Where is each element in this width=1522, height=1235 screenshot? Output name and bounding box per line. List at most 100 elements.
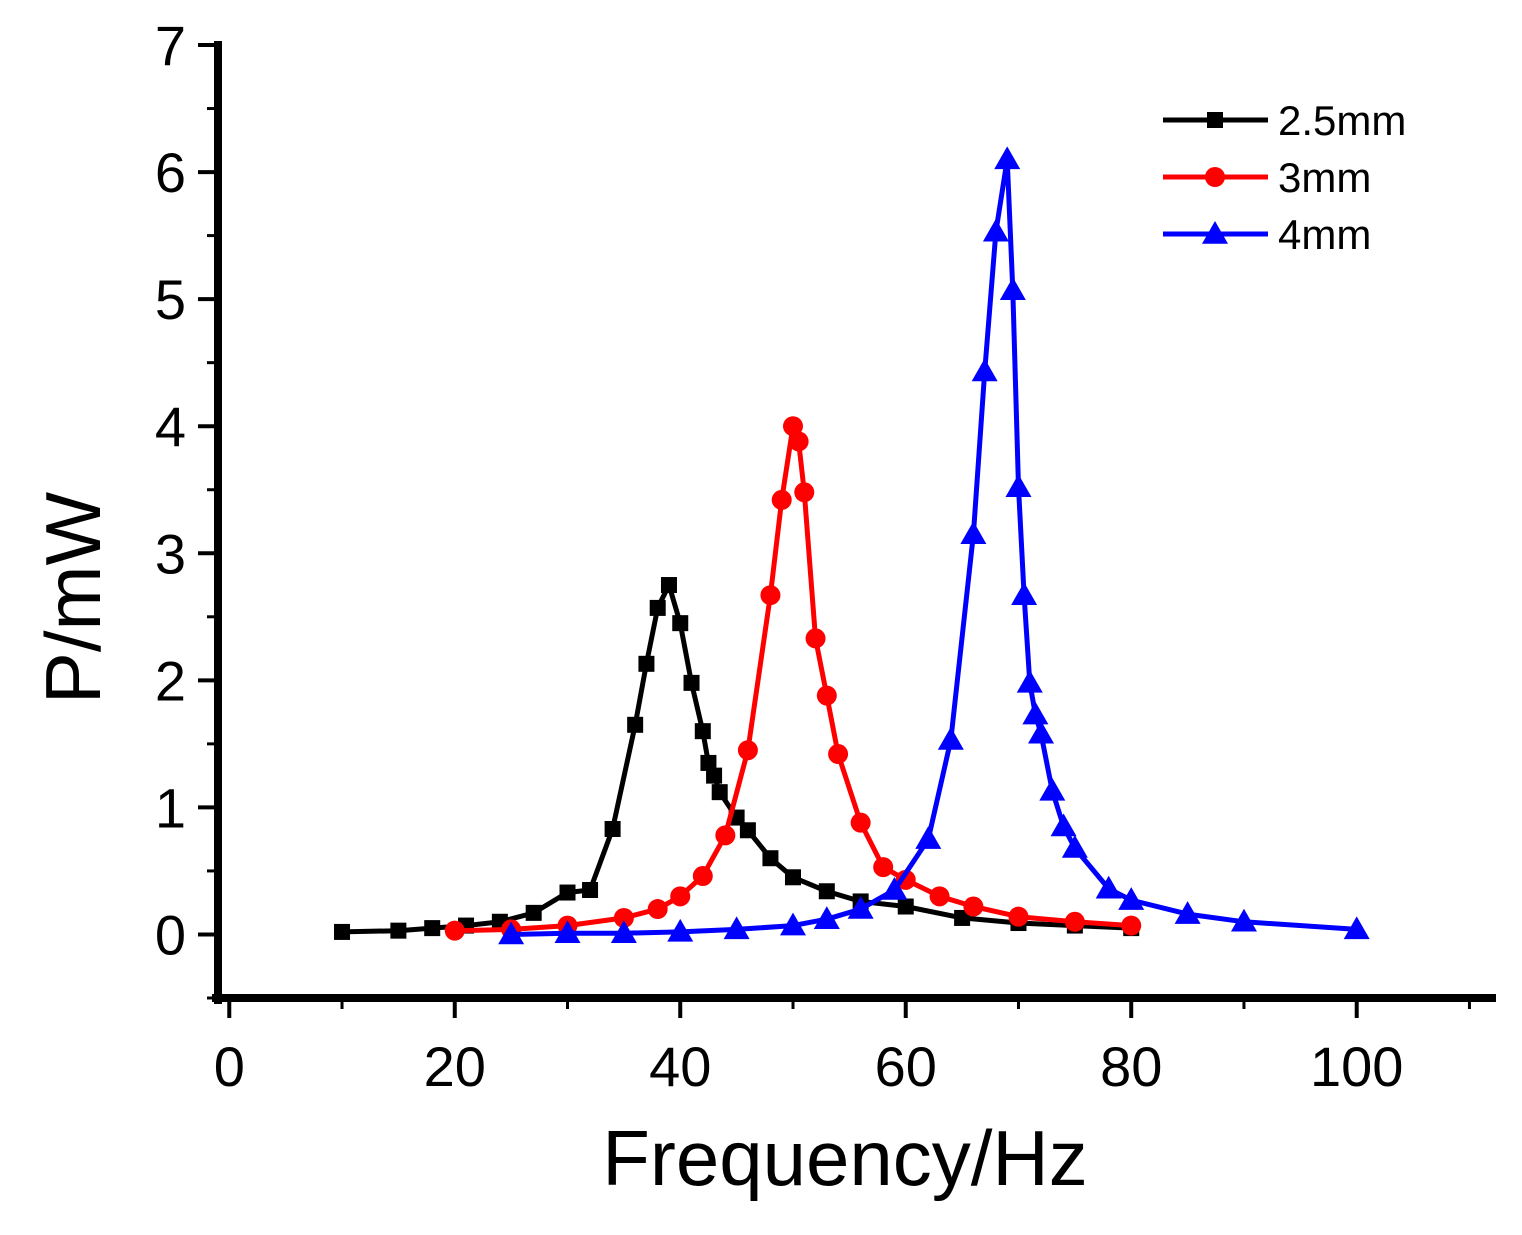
- y-tick-label: 3: [155, 522, 186, 585]
- data-point: [828, 744, 849, 765]
- data-point: [692, 866, 713, 887]
- x-tick-label: 20: [424, 1035, 486, 1098]
- x-axis-title: Frequency/Hz: [602, 1114, 1088, 1202]
- axes: [212, 41, 1496, 1004]
- data-point: [1230, 908, 1257, 932]
- data-point: [915, 826, 942, 849]
- data-point: [525, 904, 542, 921]
- data-point: [847, 896, 874, 919]
- data-point: [982, 218, 1009, 242]
- data-point: [706, 767, 723, 784]
- series-line: [341, 582, 1132, 935]
- data-point: [660, 577, 677, 594]
- data-point: [1005, 474, 1032, 497]
- data-point: [604, 821, 621, 838]
- series-2.5mm: [334, 577, 1140, 940]
- y-tick-label: 5: [155, 268, 186, 331]
- data-point: [1039, 777, 1066, 801]
- data-point: [700, 754, 717, 771]
- data-point: [1095, 875, 1122, 899]
- series-3mm: [444, 416, 1142, 941]
- data-point: [762, 850, 779, 867]
- series-line: [511, 156, 1357, 937]
- data-point: [994, 146, 1021, 170]
- data-point: [390, 922, 407, 939]
- legend-label: 3mm: [1278, 154, 1371, 201]
- data-point: [788, 431, 809, 452]
- legend-marker: [1207, 112, 1223, 128]
- data-point: [649, 599, 666, 616]
- data-point: [816, 685, 837, 706]
- y-tick-label: 1: [155, 776, 186, 839]
- data-series: [334, 146, 1370, 945]
- x-tick-label: 80: [1100, 1035, 1162, 1098]
- data-point: [627, 716, 644, 733]
- x-tick-label: 0: [214, 1035, 245, 1098]
- data-point: [1174, 901, 1201, 924]
- y-tick-label: 6: [155, 141, 186, 204]
- data-point: [813, 906, 840, 929]
- legend-entry: 2.5mm: [1163, 97, 1406, 144]
- data-point: [760, 585, 781, 606]
- legend-marker: [1202, 221, 1228, 244]
- data-point: [683, 674, 700, 691]
- data-point: [672, 615, 689, 632]
- data-point: [424, 920, 441, 937]
- data-point: [613, 907, 634, 928]
- data-point: [971, 358, 998, 382]
- x-tick-label: 60: [875, 1035, 937, 1098]
- data-point: [582, 881, 599, 898]
- data-point: [498, 921, 525, 945]
- data-point: [1118, 887, 1145, 910]
- data-point: [782, 416, 803, 437]
- data-point: [818, 883, 835, 900]
- y-tick-label: 4: [155, 395, 186, 458]
- data-point: [554, 920, 581, 943]
- data-point: [723, 916, 750, 940]
- data-point: [1064, 911, 1085, 932]
- data-point: [559, 884, 576, 901]
- data-point: [610, 920, 637, 943]
- data-point: [954, 909, 971, 926]
- data-point: [784, 869, 801, 886]
- data-point: [670, 886, 691, 907]
- legend-entry: 3mm: [1163, 154, 1371, 201]
- data-point: [794, 482, 815, 503]
- data-point: [1022, 701, 1049, 725]
- x-tick-label: 100: [1310, 1035, 1403, 1098]
- y-tick-label: 0: [155, 903, 186, 966]
- data-point: [1016, 669, 1043, 693]
- data-point: [897, 898, 914, 915]
- data-point: [960, 521, 987, 544]
- x-tick-label: 40: [649, 1035, 711, 1098]
- tick-marks: 0 20 40 60 80 100 0 1 2 3 4 5 6 7: [155, 14, 1471, 1098]
- data-point: [334, 923, 351, 940]
- legend-label: 4mm: [1278, 211, 1371, 258]
- data-point: [873, 857, 894, 878]
- data-point: [779, 912, 806, 936]
- data-point: [444, 920, 465, 941]
- data-point: [929, 886, 950, 907]
- y-tick-label: 2: [155, 649, 186, 712]
- data-point: [805, 628, 826, 649]
- data-point: [737, 740, 758, 761]
- data-point: [1343, 916, 1370, 940]
- series-4mm: [498, 146, 1370, 945]
- data-point: [1061, 835, 1088, 858]
- data-point: [1008, 906, 1029, 927]
- data-point: [881, 876, 908, 900]
- data-point: [771, 489, 792, 510]
- data-point: [999, 277, 1026, 300]
- data-point: [647, 899, 668, 920]
- legend-entry: 4mm: [1163, 211, 1371, 258]
- data-point: [739, 822, 756, 839]
- data-point: [1050, 813, 1077, 837]
- data-point: [715, 825, 736, 846]
- data-point: [937, 727, 964, 750]
- data-point: [1011, 582, 1038, 605]
- data-point: [711, 784, 728, 801]
- legend-marker: [1205, 167, 1225, 187]
- legend-label: 2.5mm: [1278, 97, 1406, 144]
- data-point: [1121, 915, 1142, 936]
